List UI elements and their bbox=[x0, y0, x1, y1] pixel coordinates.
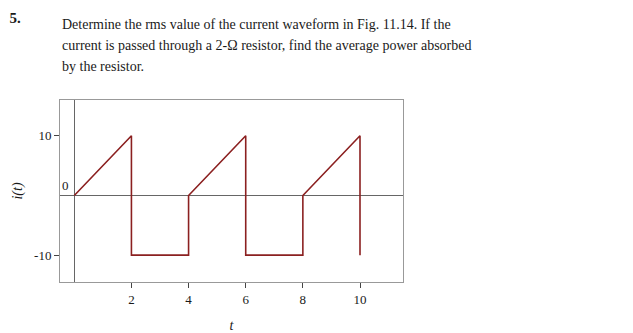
svg-text:6: 6 bbox=[242, 292, 249, 307]
svg-text:5.: 5. bbox=[9, 10, 20, 26]
svg-text:2: 2 bbox=[128, 292, 135, 307]
svg-text:4: 4 bbox=[185, 292, 192, 307]
svg-text:8: 8 bbox=[300, 292, 307, 307]
svg-text:Determine the rms value of the: Determine the rms value of the current w… bbox=[62, 17, 451, 32]
svg-text:10: 10 bbox=[354, 292, 367, 307]
svg-text:i(t): i(t) bbox=[10, 182, 26, 199]
svg-text:current is passed through a 2-: current is passed through a 2-Ω resistor… bbox=[62, 38, 472, 53]
svg-text:0: 0 bbox=[62, 178, 69, 193]
svg-text:by the resistor.: by the resistor. bbox=[62, 59, 144, 74]
svg-text:-10: -10 bbox=[34, 248, 51, 263]
svg-text:10: 10 bbox=[38, 128, 51, 143]
svg-text:t: t bbox=[229, 318, 234, 333]
